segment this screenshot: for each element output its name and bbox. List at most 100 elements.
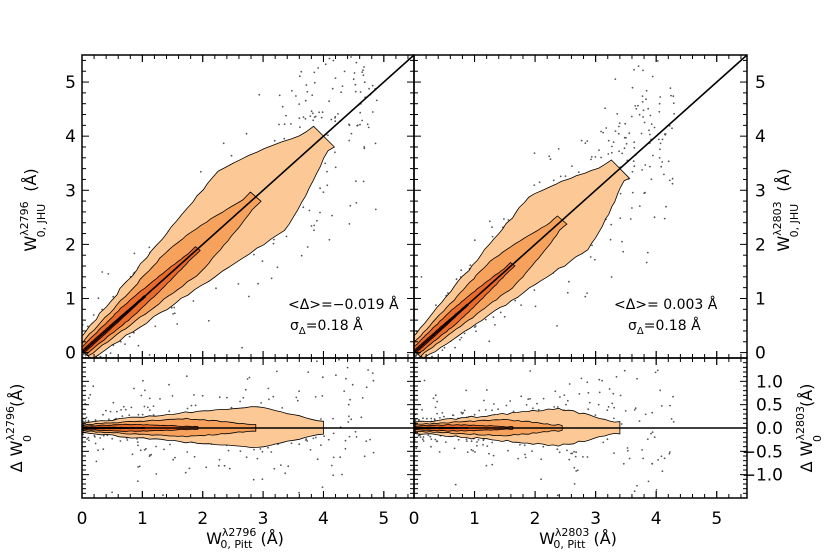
scatter-point [568,280,570,283]
scatter-point [625,142,628,145]
scatter-point [334,151,336,154]
scatter-point [651,499,653,501]
scatter-point [305,84,308,86]
scatter-point [619,192,622,195]
scatter-point [519,443,521,446]
scatter-point [415,447,418,450]
scatter-point [606,438,609,441]
scatter-point [354,90,357,93]
scatter-point [185,375,188,378]
scatter-point [663,173,665,176]
scatter-point [367,336,369,338]
scatter-point [374,142,377,145]
scatter-point [112,295,115,298]
scatter-point [253,448,255,451]
scatter-point [430,417,433,420]
scatter-point [314,396,317,398]
scatter-point [460,269,463,272]
scatter-point [632,160,635,163]
scatter-point [102,413,104,416]
scatter-point [476,441,478,443]
scatter-point [564,175,567,178]
scatter-point [136,438,138,440]
scatter-point [612,141,615,144]
scatter-point [334,77,337,79]
scatter-point [362,69,364,71]
scatter-point [594,156,597,158]
scatter-point [638,113,641,116]
scatter-point [646,251,649,254]
scatter-point [304,99,307,102]
scatter-point [563,394,566,396]
scatter-point [421,438,424,441]
scatter-point [244,388,247,391]
scatter-point [537,408,540,411]
scatter-point [483,399,485,402]
scatter-point [434,406,437,409]
scatter-point [332,417,334,420]
scatter-point [649,165,651,168]
scatter-point [310,110,313,113]
scatter-point [304,439,307,441]
scatter-point [315,436,317,439]
scatter-point [239,400,242,403]
scatter-point [441,412,444,414]
scatter-point [368,51,370,53]
scatter-point [607,153,610,155]
scatter-point [536,402,538,405]
scatter-point [486,389,488,391]
scatter-point [645,89,648,92]
scatter-point [308,209,311,212]
scatter-point [228,467,231,470]
scatter-point [604,107,606,110]
scatter-point [371,537,373,539]
scatter-point [359,44,361,46]
scatter-point [193,394,195,396]
scatter-point [439,417,441,419]
scatter-point [302,116,305,118]
scatter-point [625,136,627,139]
scatter-point [416,417,418,419]
scatter-point [363,455,366,458]
scatter-point [591,244,593,247]
x-tick-label: 4 [651,509,662,529]
scatter-point [354,430,357,433]
scatter-point [280,464,282,466]
scatter-point [300,254,303,257]
scatter-point [608,388,611,390]
scatter-point [570,452,572,455]
scatter-point [443,415,445,418]
scatter-point [656,60,659,62]
scatter-point [276,266,279,269]
scatter-point [658,102,661,105]
scatter-point [614,78,617,80]
scatter-point [283,137,286,140]
scatter-point [137,413,140,416]
scatter-point [638,205,641,208]
scatter-point [143,405,146,408]
scatter-point [145,447,147,450]
scatter-point [482,443,484,446]
scatter-point [436,400,439,403]
scatter-point [559,175,562,178]
scatter-point [589,256,592,258]
scatter-point [668,338,670,340]
scatter-point [472,449,474,452]
scatter-point [618,150,620,153]
scatter-point [447,292,449,294]
scatter-point [273,238,275,241]
scatter-point [330,118,333,121]
scatter-point [454,346,456,349]
scatter-point [222,142,225,145]
scatter-point [631,170,634,173]
scatter-point [624,122,627,125]
scatter-point [457,438,460,441]
scatter-point [320,116,323,119]
scatter-point [111,491,113,494]
scatter-point [491,226,493,229]
scatter-point [668,452,671,455]
sigma-annotation: σΔ=0.18 Å [628,317,701,337]
scatter-point [344,447,347,450]
scatter-point [661,470,664,473]
scatter-point [307,371,310,373]
